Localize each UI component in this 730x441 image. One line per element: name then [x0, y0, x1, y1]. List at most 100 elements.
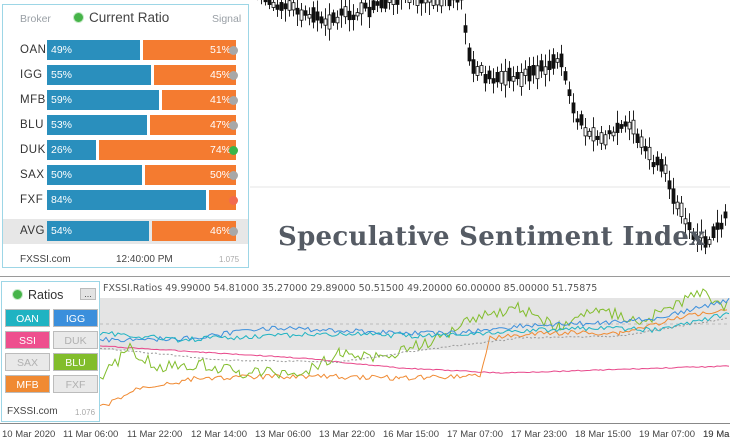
candle-body	[703, 236, 708, 248]
candle-body	[527, 65, 532, 82]
candle-body	[519, 72, 524, 87]
candle-body	[663, 164, 668, 174]
signal-dot-icon	[229, 46, 238, 55]
broker-name: AVG	[20, 225, 45, 237]
candle-body	[495, 71, 500, 83]
candle-body	[635, 133, 640, 144]
candle-body	[607, 130, 612, 135]
broker-row: DUK 26% 74%	[3, 138, 248, 163]
current-ratio-panel[interactable]: Broker Current Ratio Signal OAN 49% 51% IGG…	[2, 4, 249, 268]
candle-body	[555, 58, 560, 63]
candle-body	[415, 0, 420, 6]
current-ratio-footer: FXSSI.com 12:40:00 PM 1.075	[3, 254, 248, 268]
candle-body	[467, 47, 472, 62]
candle-body	[347, 10, 352, 21]
ratio-toggle-fxf-button[interactable]: FXF	[53, 375, 98, 393]
time-axis-label: 10 Mar 2020	[2, 429, 56, 440]
chart-separator	[0, 276, 730, 277]
candle-body	[279, 2, 284, 11]
time-axis-label: 16 Mar 15:00	[383, 429, 439, 440]
candle-body	[375, 1, 380, 6]
main-title: Speculative Sentiment Index	[278, 222, 706, 252]
candle-body	[695, 235, 700, 240]
status-dot-icon	[73, 12, 84, 23]
candle-body	[667, 180, 672, 190]
time-axis-label: 17 Mar 23:00	[511, 429, 567, 440]
ratio-toggle-blu-button[interactable]: BLU	[53, 353, 98, 371]
ratios-title: Ratios	[12, 288, 63, 302]
avg-row: AVG 54% 46%	[3, 219, 248, 244]
time-axis-label: 19 Mar 23:00	[703, 429, 730, 440]
ratio-toggle-igg-button[interactable]: IGG	[53, 309, 98, 327]
candle-body	[583, 127, 588, 137]
candle-body	[511, 76, 516, 82]
candle-body	[559, 53, 564, 68]
buy-bar: 50%	[47, 165, 142, 185]
candle-body	[323, 18, 328, 26]
candle-body	[707, 239, 712, 245]
candle-body	[479, 65, 484, 73]
ratio-line	[99, 345, 730, 374]
ratio-line	[99, 312, 730, 343]
candle-body	[407, 0, 412, 3]
footer-version: 1.075	[219, 255, 240, 264]
candle-body	[283, 3, 288, 10]
ratios-footer-brand: FXSSI.com	[7, 406, 58, 417]
candle-body	[307, 14, 312, 19]
signal-dot-icon	[229, 96, 238, 105]
time-axis-label: 11 Mar 06:00	[63, 429, 119, 440]
candle-body	[471, 59, 476, 74]
candle-body	[675, 201, 680, 210]
candle-body	[575, 118, 580, 123]
candle-body	[447, 0, 452, 7]
signal-dot-icon	[229, 121, 238, 130]
candle-body	[539, 60, 544, 72]
buy-bar: 26%	[47, 140, 96, 160]
candle-body	[287, 0, 292, 11]
candle-body	[351, 14, 356, 21]
candle-body	[723, 211, 728, 219]
current-ratio-title-text: Current Ratio	[89, 10, 170, 25]
broker-row: SAX 50% 50%	[3, 163, 248, 188]
ratio-toggle-mfb-button[interactable]: MFB	[5, 375, 50, 393]
candle-body	[439, 0, 444, 7]
ratio-toggle-ssi-button[interactable]: SSI	[5, 331, 50, 349]
candle-body	[423, 0, 428, 4]
ratio-line	[99, 298, 730, 343]
candle-body	[379, 0, 384, 9]
candle-body	[387, 0, 392, 3]
ratio-toggle-duk-button[interactable]: DUK	[53, 331, 98, 349]
candle-body	[715, 222, 720, 230]
candle-body	[267, 0, 272, 5]
ratio-toggle-sax-button[interactable]: SAX	[5, 353, 50, 371]
ratios-panel[interactable]: Ratios ... OAN IGG SSI DUK SAX BLU MFB FXF FXSS…	[1, 281, 100, 422]
broker-row: IGG 55% 45%	[3, 63, 248, 88]
candle-body	[591, 127, 596, 142]
time-axis-label: 17 Mar 07:00	[447, 429, 503, 440]
candle-body	[691, 231, 696, 240]
candle-body	[499, 71, 504, 84]
candle-body	[631, 119, 636, 135]
ratio-toggle-oan-button[interactable]: OAN	[5, 309, 50, 327]
minimize-button[interactable]: ...	[80, 288, 96, 300]
broker-row: BLU 53% 47%	[3, 113, 248, 138]
candle-body	[627, 121, 632, 130]
candle-body	[551, 54, 556, 69]
signal-dot-icon	[229, 196, 238, 205]
sell-bar: 47%	[150, 115, 236, 135]
candle-body	[335, 16, 340, 24]
candle-body	[295, 7, 300, 15]
candle-body	[687, 222, 692, 231]
candle-body	[475, 66, 480, 76]
candle-body	[699, 231, 704, 239]
broker-name: DUK	[20, 144, 46, 156]
candle-body	[391, 0, 396, 5]
sell-bar: 45%	[154, 65, 236, 85]
candle-body	[711, 226, 716, 239]
candle-body	[623, 121, 628, 127]
buy-bar: 53%	[47, 115, 147, 135]
candle-body	[571, 102, 576, 114]
candle-body	[603, 134, 608, 146]
candle-body	[587, 130, 592, 137]
sell-bar: 51%	[143, 40, 236, 60]
